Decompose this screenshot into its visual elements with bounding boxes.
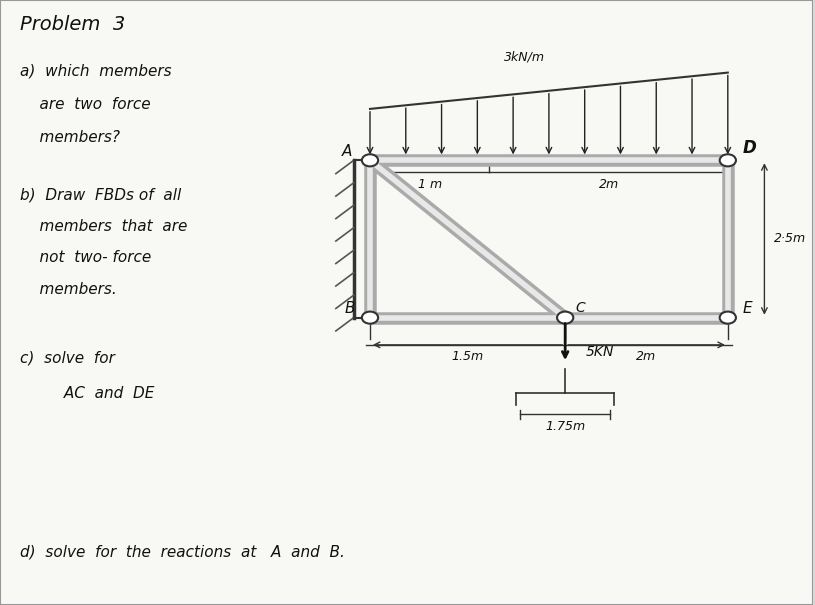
Circle shape: [362, 312, 378, 324]
Text: D: D: [742, 139, 756, 157]
Text: 5KN: 5KN: [585, 345, 614, 359]
Text: 3kN/m: 3kN/m: [504, 51, 545, 64]
Text: C: C: [575, 301, 584, 315]
Text: A: A: [341, 143, 352, 159]
Text: 1 m: 1 m: [417, 178, 442, 191]
Text: B: B: [345, 301, 355, 316]
Text: 2m: 2m: [637, 350, 657, 362]
Text: Problem  3: Problem 3: [20, 15, 126, 34]
Text: members  that  are: members that are: [20, 219, 187, 234]
Text: AC  and  DE: AC and DE: [20, 386, 155, 401]
Text: d)  solve  for  the  reactions  at   A  and  B.: d) solve for the reactions at A and B.: [20, 544, 346, 560]
Circle shape: [362, 154, 378, 166]
Circle shape: [720, 154, 736, 166]
Text: 1.5m: 1.5m: [452, 350, 483, 362]
Text: E: E: [742, 301, 752, 316]
Text: a)  which  members: a) which members: [20, 64, 172, 79]
Text: members.: members.: [20, 282, 117, 297]
Circle shape: [720, 312, 736, 324]
Circle shape: [557, 312, 573, 324]
Text: are  two  force: are two force: [20, 97, 151, 112]
Text: not  two- force: not two- force: [20, 250, 152, 266]
Text: members?: members?: [20, 130, 121, 145]
Text: 1.75m: 1.75m: [545, 420, 585, 433]
Text: 2m: 2m: [598, 178, 619, 191]
Text: c)  solve  for: c) solve for: [20, 351, 115, 366]
Text: 2·5m: 2·5m: [774, 232, 806, 246]
Text: b)  Draw  FBDs of  all: b) Draw FBDs of all: [20, 188, 182, 203]
